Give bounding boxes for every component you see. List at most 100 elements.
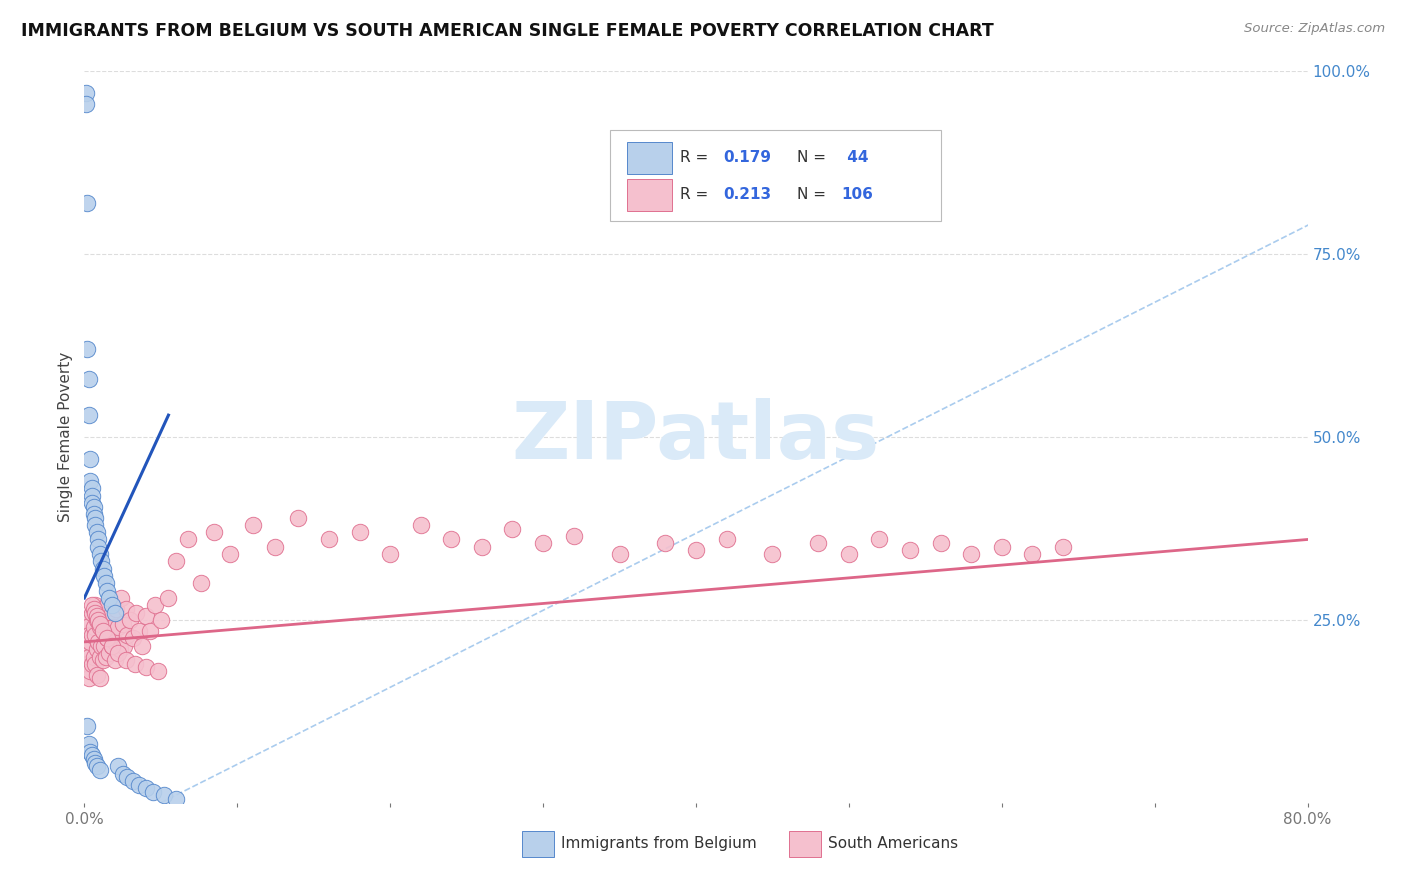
Point — [471, 540, 494, 554]
Point — [94, 620, 117, 634]
Point — [86, 642, 108, 657]
Point — [97, 591, 120, 605]
Point — [264, 540, 287, 554]
Point — [97, 646, 120, 660]
FancyBboxPatch shape — [627, 143, 672, 175]
Point — [898, 543, 921, 558]
Point — [91, 562, 114, 576]
Text: N =: N = — [797, 187, 831, 202]
Point — [79, 452, 101, 467]
Point — [654, 536, 676, 550]
Point — [89, 763, 111, 777]
Text: N =: N = — [797, 150, 831, 165]
Point — [96, 583, 118, 598]
Point — [108, 642, 131, 657]
Point — [76, 719, 98, 733]
Point — [83, 602, 105, 616]
Point — [128, 624, 150, 638]
Point — [135, 781, 157, 796]
Point — [75, 97, 97, 112]
Point — [87, 602, 110, 616]
Point — [87, 613, 110, 627]
Point — [107, 646, 129, 660]
Point — [122, 773, 145, 788]
Point — [104, 653, 127, 667]
Point — [807, 536, 830, 550]
Point — [90, 639, 112, 653]
Point — [190, 576, 212, 591]
Point — [318, 533, 340, 547]
Text: IMMIGRANTS FROM BELGIUM VS SOUTH AMERICAN SINGLE FEMALE POVERTY CORRELATION CHAR: IMMIGRANTS FROM BELGIUM VS SOUTH AMERICA… — [21, 22, 994, 40]
Point — [218, 547, 240, 561]
Point — [716, 533, 738, 547]
Point — [94, 576, 117, 591]
Point — [97, 616, 120, 631]
Point — [869, 533, 891, 547]
Point — [104, 606, 127, 620]
Text: 106: 106 — [842, 187, 873, 202]
Point — [685, 543, 707, 558]
Point — [87, 540, 110, 554]
Point — [76, 343, 98, 357]
Point — [105, 602, 128, 616]
Point — [380, 547, 402, 561]
Point — [101, 639, 124, 653]
Point — [107, 620, 129, 634]
Point — [125, 606, 148, 620]
Text: ZIPatlas: ZIPatlas — [512, 398, 880, 476]
Point — [80, 599, 103, 613]
Point — [761, 547, 783, 561]
Point — [80, 496, 103, 510]
Point — [93, 609, 115, 624]
Point — [838, 547, 860, 561]
Text: South Americans: South Americans — [828, 837, 959, 851]
Point — [84, 510, 107, 524]
Point — [86, 667, 108, 681]
Point — [101, 599, 124, 613]
Point — [87, 533, 110, 547]
Point — [77, 371, 100, 385]
Point — [90, 554, 112, 568]
Point — [409, 517, 432, 532]
Point — [104, 635, 127, 649]
Point — [84, 517, 107, 532]
Text: R =: R = — [681, 187, 713, 202]
Point — [80, 627, 103, 641]
Point — [89, 547, 111, 561]
Point — [349, 525, 371, 540]
Point — [86, 613, 108, 627]
Point — [142, 785, 165, 799]
Point — [929, 536, 952, 550]
Point — [440, 533, 463, 547]
FancyBboxPatch shape — [610, 130, 941, 221]
Point — [86, 609, 108, 624]
Point — [1052, 540, 1074, 554]
Point — [609, 547, 631, 561]
Point — [101, 606, 124, 620]
Point — [83, 649, 105, 664]
Point — [75, 87, 97, 101]
Point — [77, 672, 100, 686]
Point — [103, 620, 125, 634]
Point — [96, 632, 118, 646]
Point — [91, 624, 114, 638]
Point — [177, 533, 200, 547]
Point — [96, 599, 118, 613]
Point — [131, 639, 153, 653]
Point — [77, 649, 100, 664]
Text: R =: R = — [681, 150, 713, 165]
Point — [146, 664, 169, 678]
Point — [87, 635, 110, 649]
Point — [1021, 547, 1043, 561]
Point — [75, 613, 97, 627]
Point — [562, 529, 585, 543]
Text: Source: ZipAtlas.com: Source: ZipAtlas.com — [1244, 22, 1385, 36]
Point — [75, 642, 97, 657]
Point — [202, 525, 225, 540]
Point — [165, 554, 187, 568]
Point — [80, 606, 103, 620]
Point — [79, 474, 101, 488]
Point — [80, 489, 103, 503]
Point — [76, 196, 98, 211]
Point — [120, 613, 142, 627]
